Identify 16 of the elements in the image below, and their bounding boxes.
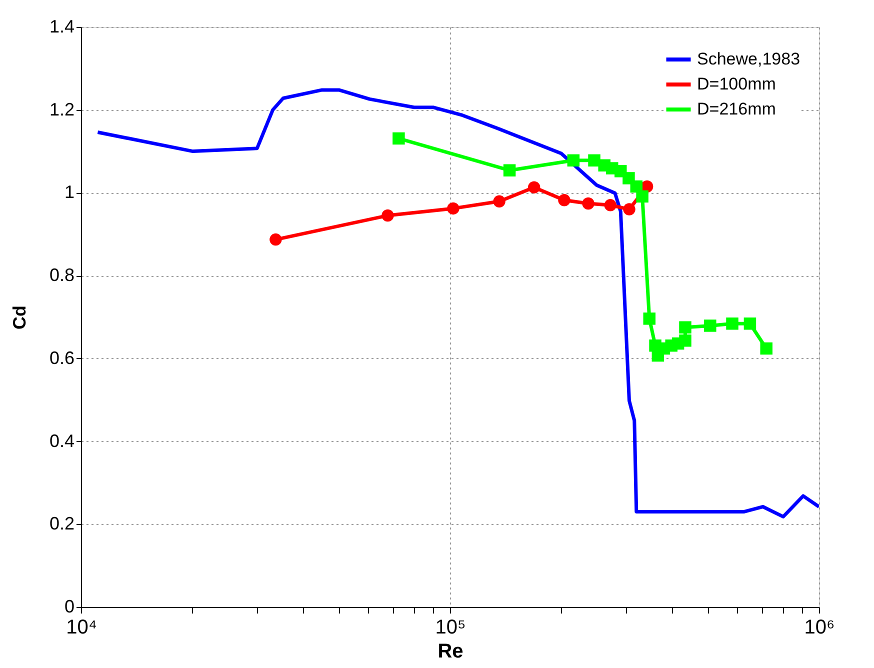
x-tick-label: 10⁵ bbox=[435, 616, 466, 638]
y-axis-title: Cd bbox=[9, 306, 30, 330]
legend-label: D=100mm bbox=[697, 74, 776, 94]
x-tick-label: 10⁶ bbox=[804, 616, 835, 638]
y-tick-label: 1.2 bbox=[49, 99, 74, 120]
legend-label: D=216mm bbox=[697, 100, 776, 118]
y-tick-label: 0.6 bbox=[49, 348, 74, 368]
legend-label: Schewe,1983 bbox=[697, 50, 800, 68]
y-tick-label: 0.4 bbox=[49, 430, 74, 451]
y-tick-label: 0.8 bbox=[49, 265, 74, 286]
y-tick-label: 1.4 bbox=[49, 16, 74, 36]
y-tick-label: 0 bbox=[64, 596, 74, 616]
y-tick-label: 1 bbox=[64, 182, 74, 202]
x-tick-label: 10⁴ bbox=[66, 616, 97, 638]
x-axis-title: Re bbox=[438, 640, 464, 662]
y-tick-label: 0.2 bbox=[49, 514, 74, 534]
